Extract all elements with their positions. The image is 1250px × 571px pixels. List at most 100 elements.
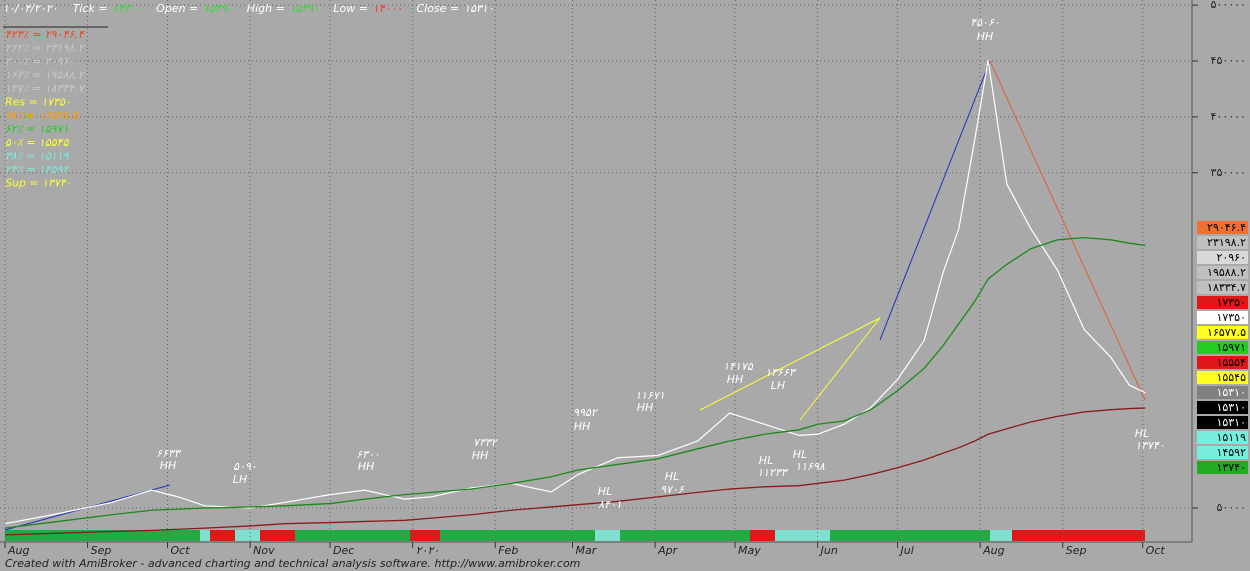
level-label: ۱۳۷٪ = ۱۸۳۳۴.۷ bbox=[5, 82, 86, 95]
trendline bbox=[989, 60, 1146, 401]
price-box-label: ۲۹۰۴۶.۴ bbox=[1207, 221, 1246, 234]
price-box bbox=[1197, 251, 1248, 264]
price-box-label: ۱۵۳۱۰ bbox=[1216, 416, 1246, 429]
y-tick-label: ۴۰۰۰۰۰ bbox=[1211, 110, 1246, 123]
header-label: Low = bbox=[333, 2, 368, 15]
indicator-strip bbox=[200, 530, 210, 541]
annotation: HH bbox=[574, 420, 591, 433]
annotation: ۷۳۳۲ bbox=[473, 436, 499, 449]
x-tick-label: Oct bbox=[171, 544, 191, 557]
x-tick-label: Sep bbox=[91, 544, 112, 557]
annotation: ۴۵۰۶۰ bbox=[970, 16, 1000, 29]
level-label: ۵۰٪ = ۱۵۵۴۵ bbox=[5, 136, 70, 149]
y-tick-label: ۵۰۰۰۰ bbox=[1216, 501, 1246, 514]
price-box bbox=[1197, 296, 1248, 309]
x-tick-label: Jul bbox=[899, 544, 914, 557]
price-box bbox=[1197, 236, 1248, 249]
annotation: HL bbox=[793, 448, 807, 461]
price-box-label: ۲۰۹۶۰ bbox=[1216, 251, 1246, 264]
annotation: HL bbox=[1135, 427, 1149, 440]
trendline bbox=[879, 60, 991, 341]
level-label: ۴۲۳٪ = ۲۹۰۴۶.۴ bbox=[5, 28, 85, 41]
annotation: HH bbox=[977, 30, 994, 43]
header-label: ۱۰/۰۴/۲۰۲۰ bbox=[3, 2, 58, 15]
price-box bbox=[1197, 461, 1248, 474]
level-label: ۲۶۲٪ = ۲۳۱۹۸.۲ bbox=[5, 42, 86, 55]
trendline bbox=[799, 317, 881, 421]
x-tick-label: Nov bbox=[253, 544, 275, 557]
price-box-label: ۱۴۵۹۲ bbox=[1216, 446, 1246, 459]
header-label: Close = bbox=[416, 2, 459, 15]
price-box-label: ۱۵۳۱۰ bbox=[1216, 401, 1246, 414]
header-value: ۱۵۳۹۰ bbox=[290, 2, 320, 15]
x-tick-label: Sep bbox=[1066, 544, 1087, 557]
header-value: ۱۴۰۰۰ bbox=[373, 2, 403, 15]
y-tick-label: ۵۰۰۰۰۰ bbox=[1211, 0, 1246, 11]
annotation: ۵۰۹۰ bbox=[233, 460, 257, 473]
level-label: ۲۰۰٪ = ۲۰۹۶۰ bbox=[5, 55, 74, 68]
annotation: HH bbox=[472, 449, 489, 462]
price-box-label: ۱۵۵۵۴ bbox=[1216, 356, 1246, 369]
footer: Created with AmiBroker - advanced charti… bbox=[5, 557, 580, 570]
annotation: ۹۷۰۶ bbox=[660, 483, 685, 496]
level-label: ۱۶۲٪ = ۱۹۵۸۸.۲ bbox=[5, 69, 86, 82]
price-box-label: ۱۸۳۳۴.۷ bbox=[1207, 281, 1246, 294]
price-box-label: ۱۷۳۵۰ bbox=[1216, 296, 1246, 309]
indicator-strip bbox=[260, 530, 295, 541]
price-box-label: ۲۳۱۹۸.۲ bbox=[1207, 236, 1246, 249]
annotation: HH bbox=[160, 459, 177, 472]
annotation: LH bbox=[233, 473, 247, 486]
indicator-strip bbox=[410, 530, 440, 541]
trendline bbox=[699, 317, 881, 411]
annotation: ۸۴۰۱ bbox=[598, 498, 622, 511]
price-box-label: ۱۵۹۷۱ bbox=[1216, 341, 1246, 354]
price-box-label: ۱۶۵۷۷.۵ bbox=[1207, 326, 1246, 339]
indicator-strip bbox=[440, 530, 595, 541]
price-box bbox=[1197, 401, 1248, 414]
price-box-label: ۱۳۷۴۰ bbox=[1216, 461, 1246, 474]
x-tick-label: Oct bbox=[1146, 544, 1166, 557]
indicator-strip bbox=[295, 530, 410, 541]
x-tick-label: ۲۰۲۰ bbox=[416, 544, 440, 557]
y-tick-label: ۴۵۰۰۰۰ bbox=[1211, 54, 1246, 67]
price-box bbox=[1197, 341, 1248, 354]
price-box-label: ۱۵۳۱۰ bbox=[1216, 386, 1246, 399]
indicator-strip bbox=[830, 530, 990, 541]
annotation: ۱۱۶۹۸ bbox=[795, 460, 825, 473]
annotation: HL bbox=[665, 470, 679, 483]
level-label: Sup = ۱۳۷۴۰ bbox=[5, 177, 72, 190]
annotation: ۱۱۶۷۱ bbox=[635, 389, 665, 402]
x-tick-label: Mar bbox=[576, 544, 598, 557]
level-label: ۲۳٪ = ۱۴۵۹۲ bbox=[5, 163, 71, 176]
header-label: High = bbox=[247, 2, 285, 15]
annotation: HH bbox=[358, 460, 375, 473]
annotation: ۱۳۶۶۳ bbox=[765, 366, 797, 379]
annotation: ۱۱۲۳۳ bbox=[757, 466, 789, 479]
price-box bbox=[1197, 371, 1248, 384]
header-value: ۶۴۳۰۰ bbox=[113, 2, 143, 15]
indicator-strip bbox=[595, 530, 620, 541]
y-tick-label: ۳۵۰۰۰۰ bbox=[1211, 166, 1246, 179]
level-label: ۳۸٪ = ۱۵۱۱۹ bbox=[5, 150, 69, 163]
price-box-label: ۱۵۱۱۹ bbox=[1216, 431, 1246, 444]
annotation: ۶۶۳۳ bbox=[156, 447, 182, 460]
price-box-label: ۱۵۵۴۵ bbox=[1216, 371, 1246, 384]
annotation: LH bbox=[771, 379, 785, 392]
x-tick-label: Feb bbox=[498, 544, 518, 557]
price-box bbox=[1197, 281, 1248, 294]
annotation: ۶۳۰۰ bbox=[356, 448, 380, 461]
price-box bbox=[1197, 266, 1248, 279]
annotation: HH bbox=[637, 401, 654, 414]
price-box bbox=[1197, 386, 1248, 399]
x-tick-label: May bbox=[738, 544, 761, 557]
header-label: Tick = bbox=[73, 2, 108, 15]
annotation: ۱۴۱۷۵ bbox=[723, 360, 754, 373]
level-label: ۶۲٪ = ۱۵۹۷۱ bbox=[5, 123, 68, 136]
annotation: HH bbox=[727, 373, 744, 386]
x-tick-label: Jun bbox=[819, 544, 838, 557]
price-box-label: ۱۷۳۵۰ bbox=[1216, 311, 1246, 324]
annotation: ۹۹۵۲ bbox=[573, 406, 599, 419]
annotation: ۱۳۷۴۰ bbox=[1135, 439, 1165, 452]
